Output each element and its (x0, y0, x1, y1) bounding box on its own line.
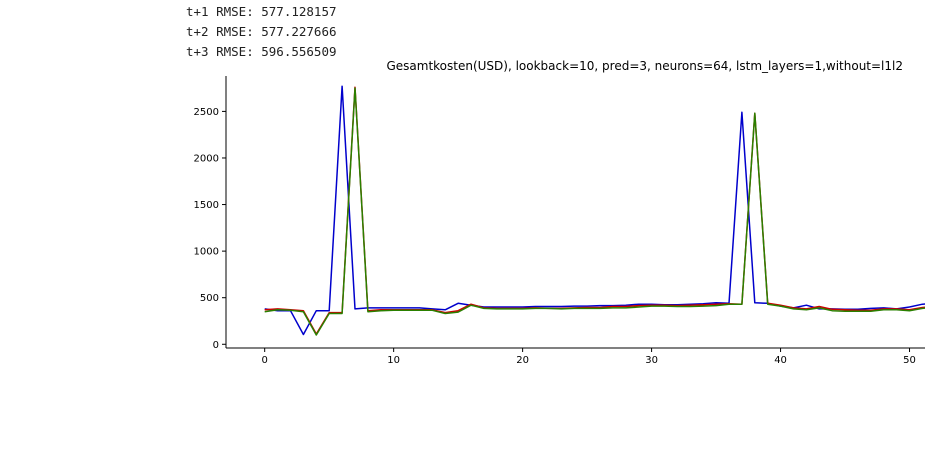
chart-title: Gesamtkosten(USD), lookback=10, pred=3, … (386, 59, 903, 73)
x-tick-label: 50 (903, 355, 916, 366)
y-tick-label: 1000 (194, 247, 219, 258)
y-tick-label: 0 (213, 340, 219, 351)
x-tick-label: 20 (516, 355, 529, 366)
x-tick-label: 40 (774, 355, 787, 366)
x-tick-label: 30 (645, 355, 658, 366)
y-tick-label: 2500 (194, 107, 219, 118)
series-layer (264, 85, 925, 336)
rmse-line-t3: t+3 RMSE: 596.556509 (186, 44, 337, 59)
series-line-3 (264, 87, 925, 336)
x-tick-label: 10 (387, 355, 400, 366)
rmse-output: t+1 RMSE: 577.128157 t+2 RMSE: 577.22766… (186, 2, 337, 62)
y-tick-label: 500 (200, 293, 219, 304)
series-line-1 (264, 85, 925, 336)
series-line-2 (264, 86, 925, 335)
rmse-line-t2: t+2 RMSE: 577.227666 (186, 24, 337, 39)
rmse-line-t1: t+1 RMSE: 577.128157 (186, 4, 337, 19)
x-tick-label: 0 (262, 355, 268, 366)
y-tick-label: 2000 (194, 153, 219, 164)
y-tick-label: 1500 (194, 200, 219, 211)
